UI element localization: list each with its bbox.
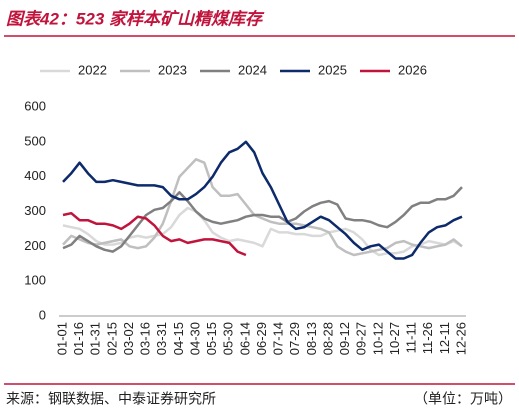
- y-tick-label: 500: [24, 133, 46, 148]
- series-line: [62, 186, 463, 253]
- x-tick-label: 01-01: [54, 322, 69, 355]
- x-tick-label: 05-15: [204, 322, 219, 355]
- y-tick-label: 200: [24, 238, 46, 253]
- legend-label: 2026: [398, 62, 427, 77]
- x-tick-label: 08-28: [320, 322, 335, 355]
- series-line: [62, 158, 463, 257]
- x-tick-label: 11-11: [404, 322, 419, 353]
- x-tick-label: 04-30: [187, 322, 202, 355]
- series-line: [62, 211, 247, 257]
- x-tick-label: 07-29: [287, 322, 302, 355]
- x-tick-label: 09-12: [337, 322, 352, 355]
- chart-title: 图表42：523 家样本矿山精煤库存: [6, 9, 265, 28]
- x-tick-label: 09-27: [354, 322, 369, 355]
- legend-label: 2023: [158, 62, 187, 77]
- x-tick-label: 12-11: [437, 322, 452, 354]
- x-tick-label: 02-15: [104, 322, 119, 355]
- legend-label: 2022: [78, 62, 107, 77]
- y-tick-label: 300: [24, 203, 46, 218]
- y-tick-label: 600: [24, 98, 46, 113]
- legend-label: 2024: [238, 62, 267, 77]
- x-tick-label: 04-15: [171, 322, 186, 355]
- x-tick-label: 08-13: [304, 322, 319, 355]
- x-tick-label: 01-16: [71, 322, 86, 355]
- x-tick-label: 03-31: [154, 322, 169, 355]
- x-tick-label: 10-12: [370, 322, 385, 355]
- x-tick-label: 03-02: [121, 322, 136, 355]
- x-tick-label: 01-31: [88, 322, 103, 355]
- x-tick-label: 05-30: [221, 322, 236, 355]
- x-tick-label: 07-14: [271, 322, 286, 355]
- x-tick-label: 10-27: [387, 322, 402, 355]
- y-tick-label: 0: [39, 307, 46, 322]
- x-tick-label: 12-26: [453, 322, 468, 355]
- series-line: [62, 140, 463, 260]
- y-tick-label: 100: [24, 273, 46, 288]
- source: 来源：钢联数据、中泰证券研究所: [6, 391, 216, 407]
- x-tick-label: 06-14: [237, 322, 252, 355]
- x-tick-label: 03-16: [138, 322, 153, 355]
- unit: （单位：万吨）: [414, 391, 512, 407]
- x-tick-label: 11-26: [420, 322, 435, 354]
- x-tick-label: 06-29: [254, 322, 269, 355]
- y-tick-label: 400: [24, 168, 46, 183]
- legend-label: 2025: [318, 62, 347, 77]
